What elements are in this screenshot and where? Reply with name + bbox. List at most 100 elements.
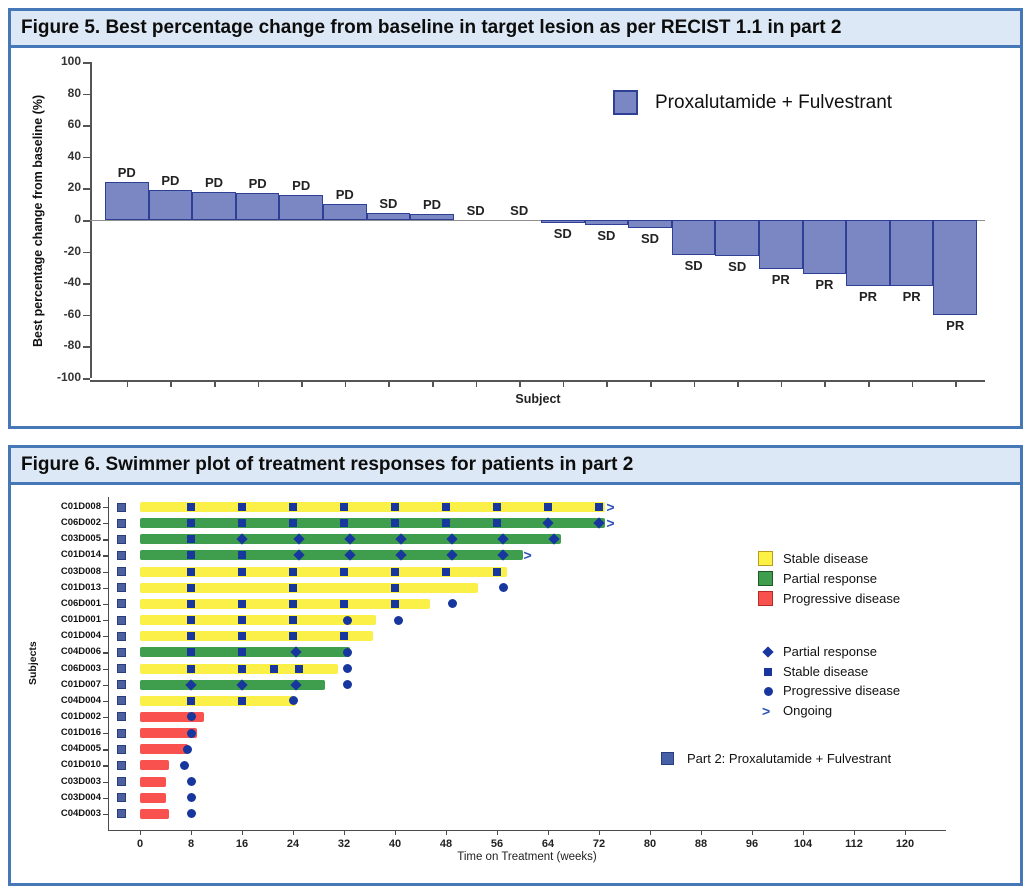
x-axis-tick — [395, 830, 397, 835]
stable-disease-marker — [187, 583, 195, 592]
stable-disease-marker — [391, 567, 399, 576]
bar-response-label: SD — [597, 227, 616, 243]
part2-square — [117, 647, 126, 657]
subject-label: C04D006 — [60, 646, 101, 658]
y-axis-tick — [103, 700, 108, 703]
treatment-bar — [140, 582, 478, 593]
x-axis-tick — [868, 381, 870, 387]
waterfall-bar — [148, 189, 193, 220]
treatment-bar — [140, 518, 606, 529]
y-tick-label: -100 — [56, 370, 81, 384]
stable-disease-marker — [187, 551, 195, 560]
figure5-legend-label: Proxalutamide + Fulvestrant — [655, 91, 893, 113]
progressive-disease-marker — [342, 680, 352, 690]
stable-disease-marker — [238, 664, 246, 673]
bar-response-label: SD — [553, 226, 572, 242]
stable-disease-marker — [289, 567, 297, 576]
y-axis-tick — [103, 603, 108, 606]
x-axis-tick — [803, 830, 805, 835]
stable-disease-marker — [187, 567, 195, 576]
bar-response-label: PD — [422, 196, 442, 212]
y-axis-tick — [103, 652, 108, 654]
stable-disease-marker — [595, 503, 603, 511]
y-axis-tick — [83, 93, 90, 96]
stable-disease-marker — [544, 503, 552, 511]
subject-label: C06D001 — [60, 597, 101, 609]
y-axis-tick — [103, 797, 108, 799]
stable-disease-marker — [340, 632, 348, 641]
stable-disease-marker — [442, 567, 450, 576]
ongoing-arrow: > — [606, 499, 615, 515]
bar-response-label: PR — [946, 317, 965, 333]
ongoing-arrow: > — [523, 547, 532, 564]
y-axis-tick — [103, 716, 108, 719]
waterfall-bar — [541, 220, 585, 224]
x-axis-tick — [519, 381, 521, 387]
stable-disease-marker — [289, 632, 297, 641]
y-tick-label: -60 — [63, 306, 81, 321]
stable-disease-marker — [187, 664, 195, 673]
treatment-bar — [140, 711, 204, 722]
legend-stable-disease-icon — [764, 667, 772, 676]
x-tick-label: 8 — [187, 838, 195, 850]
part2-square — [117, 680, 126, 690]
waterfall-bar — [235, 193, 280, 220]
x-axis-tick — [693, 381, 696, 387]
x-axis-tick — [955, 381, 957, 387]
y-axis-tick — [83, 251, 90, 254]
x-axis-tick — [301, 381, 303, 387]
y-axis-tick — [103, 781, 108, 783]
treatment-bar — [140, 760, 169, 771]
x-tick-label: 104 — [793, 838, 813, 850]
x-tick-label: 96 — [745, 838, 759, 850]
legend-swatch-stable — [758, 551, 773, 566]
subject-label: C03D003 — [60, 775, 101, 787]
waterfall-bar — [846, 220, 890, 287]
subject-label: C06D002 — [60, 517, 101, 529]
x-tick-label: 112 — [845, 838, 863, 850]
waterfall-bar — [889, 220, 934, 287]
x-tick-label: 80 — [643, 838, 657, 850]
treatment-bar — [140, 792, 166, 803]
legend-swatch-partial — [758, 571, 773, 586]
y-axis-tick — [103, 749, 108, 751]
x-axis-tick — [650, 381, 652, 387]
y-axis-tick — [83, 314, 90, 317]
legend-label-progressive: Progressive disease — [783, 590, 901, 606]
legend-label-stable: Stable disease — [783, 550, 869, 566]
bar-response-label: SD — [684, 257, 703, 273]
x-tick-label: 88 — [694, 838, 708, 850]
x-axis-tick — [737, 381, 739, 387]
treatment-bar — [140, 679, 325, 690]
treatment-bar — [140, 550, 523, 561]
progressive-disease-marker — [342, 615, 352, 625]
legend-swatch-progressive — [758, 591, 773, 606]
stable-disease-marker — [187, 519, 195, 528]
y-axis-line — [108, 497, 110, 830]
y-axis-tick — [103, 733, 108, 735]
stable-disease-marker — [187, 503, 195, 511]
x-tick-label: 56 — [490, 838, 504, 850]
figure6-swimmer-chart: Subjects Time on Treatment (weeks) 0 8 16 2… — [11, 485, 1020, 883]
x-axis-tick — [170, 381, 172, 387]
part2-square — [117, 615, 126, 625]
progressive-disease-marker — [186, 777, 196, 787]
progressive-disease-marker — [183, 744, 193, 754]
waterfall-bar — [671, 220, 716, 255]
y-axis-tick — [103, 684, 108, 686]
y-axis-tick — [83, 62, 90, 64]
bar-response-label: SD — [510, 203, 529, 218]
progressive-disease-marker — [498, 583, 508, 593]
stable-disease-marker — [295, 664, 304, 673]
figure6-title: Figure 6. Swimmer plot of treatment resp… — [21, 454, 634, 475]
x-axis-tick — [905, 830, 907, 835]
legend-marker-label: Ongoing — [783, 703, 833, 719]
bar-response-label: PD — [204, 174, 224, 190]
stable-disease-marker — [187, 616, 195, 625]
progressive-disease-marker — [393, 615, 403, 625]
bar-response-label: PR — [815, 276, 834, 292]
waterfall-bar — [279, 194, 323, 220]
waterfall-bar — [323, 204, 367, 220]
y-axis-tick — [83, 346, 90, 348]
part2-square — [117, 534, 126, 544]
